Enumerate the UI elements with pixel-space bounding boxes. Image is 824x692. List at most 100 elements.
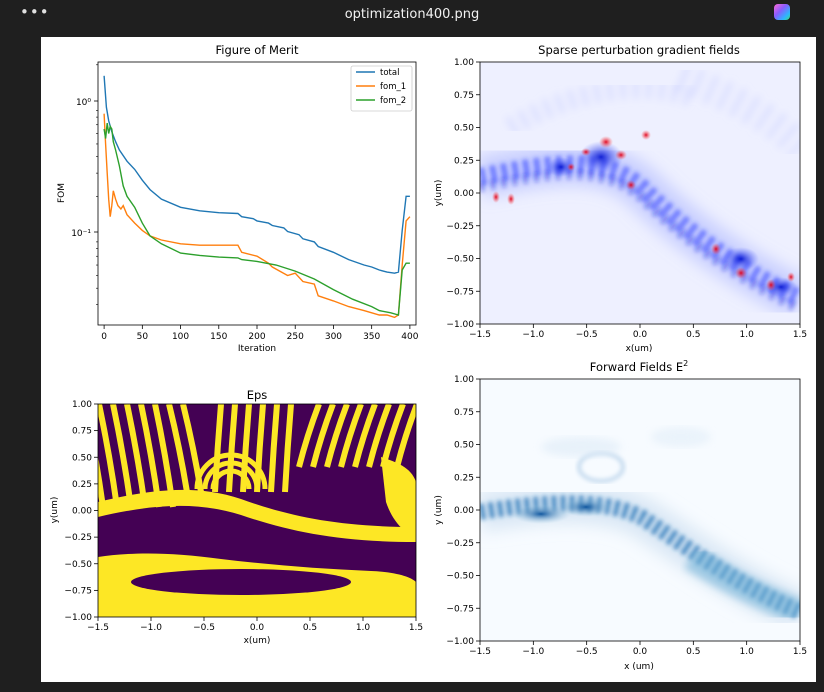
fom-ylabel: FOM [57,183,67,203]
eps-ring [194,452,268,490]
eps-stripe [166,404,190,493]
figure-svg: Figure of Merit 0 50 100 150 200 250 300 350 400… [50,43,807,672]
forward-ytick-label: −0.50 [446,572,474,582]
legend-label-fom_1: fom_1 [380,82,406,92]
eps-stripe [98,455,106,508]
copilot-icon[interactable] [774,4,790,20]
forward-ytick-label: −1.00 [446,637,474,647]
forward-xlabel: x (um) [624,662,654,672]
eps-ytick-label: 0.25 [72,480,92,490]
gradient-ytick-label: 1.00 [454,58,474,68]
gradient-xtick-label: −1.0 [522,330,544,340]
gradient-xtick-label: 1.5 [793,330,807,340]
eps-image [98,404,416,617]
forward-fields-chart: Forward Fields E2 −1.5 −1.0 −0.5 0.0 0.5 1.0 1… [434,359,807,672]
eps-xtick-label: 1.5 [409,623,423,633]
fom-xlabel: Iteration [238,344,276,354]
forward-ytick-label: 0.75 [454,408,474,418]
fom-ytick-label: 10⁰ [76,98,91,108]
forward-xtick-label: −1.5 [469,647,491,657]
gradient-ytick-label: 0.25 [454,156,474,166]
gradient-xtick-label: −0.5 [576,330,598,340]
gradient-xtick-label: −1.5 [469,330,491,340]
gradient-title: Sparse perturbation gradient fields [538,43,740,57]
gradient-ytick-label: −1.00 [446,320,474,330]
fom-title: Figure of Merit [216,43,299,57]
series-line-fom_2 [103,123,410,316]
forward-field-image [480,427,800,631]
forward-ytick-label: 1.00 [454,375,474,385]
gradient-field-chart: Sparse perturbation gradient fields [434,43,807,354]
eps-xtick-label: 0.0 [250,623,265,633]
eps-stripe [352,404,378,468]
eps-stripe [296,404,322,468]
forward-ylabel: y (um) [434,495,444,525]
eps-ytick-label: −0.25 [64,533,92,543]
forward-ytick-label: −0.25 [446,539,474,549]
forward-ytick-label: 0.25 [454,473,474,483]
gradient-ytick-label: 0.75 [454,91,474,101]
fom-y-ticks: 10⁰ 10⁻¹ [71,64,98,305]
eps-ytick-label: 0.00 [72,507,92,517]
fom-xtick-label: 150 [210,332,227,342]
forward-title-base: Forward Fields E [590,360,683,374]
eps-stripe [338,404,364,468]
gradient-ytick-label: −0.25 [446,222,474,232]
eps-ytick-label: 1.00 [72,400,92,410]
fom-xtick-label: 400 [401,332,418,342]
legend-label-fom_2: fom_2 [380,96,406,106]
forward-ytick-label: 0.00 [454,506,474,516]
gradient-xtick-label: 1.0 [740,330,755,340]
eps-ring [210,468,252,490]
gradient-ylabel: y(um) [434,180,444,207]
eps-stripe [324,404,350,468]
forward-xtick-label: 1.0 [740,647,755,657]
eps-ytick-label: 0.75 [72,427,92,437]
series-line-total [103,75,410,274]
eps-ytick-label: −0.50 [64,560,92,570]
series-line-fom_1 [103,113,411,319]
eps-xlabel: x(um) [244,636,271,646]
forward-title-sup: 2 [683,359,688,368]
fom-xtick-label: 50 [137,332,149,342]
forward-xtick-label: 0.0 [633,647,648,657]
eps-xtick-label: 1.0 [356,623,371,633]
fom-ytick-label: 10⁻¹ [71,229,91,239]
eps-stripe [98,404,120,508]
fom-xtick-label: 0 [101,332,107,342]
forward-xtick-label: 0.5 [686,647,700,657]
forward-xtick-label: 1.5 [793,647,807,657]
eps-xtick-label: −1.5 [87,623,109,633]
forward-title: Forward Fields E2 [590,359,688,374]
figure-canvas: Figure of Merit 0 50 100 150 200 250 300 350 400… [41,37,816,682]
fom-chart: Figure of Merit 0 50 100 150 200 250 300 350 400… [57,43,419,354]
eps-ytick-label: −1.00 [64,613,92,623]
eps-stripe [282,404,294,493]
eps-xtick-label: 0.5 [303,623,317,633]
gradient-xtick-label: 0.5 [686,330,700,340]
forward-ytick-label: −0.75 [446,604,474,614]
forward-ytick-label: 0.50 [454,441,474,451]
eps-ytick-label: 0.50 [72,453,92,463]
eps-xtick-label: −1.0 [140,623,162,633]
fom-xtick-label: 100 [172,332,189,342]
gradient-ytick-label: −0.75 [446,287,474,297]
forward-xtick-label: −1.0 [522,647,544,657]
more-options-button[interactable]: ••• [20,3,50,21]
eps-ylabel: y(um) [50,497,60,524]
eps-stripe [394,404,416,468]
fom-xtick-label: 300 [325,332,342,342]
gradient-ytick-label: 0.50 [454,124,474,134]
eps-stripe [240,404,252,493]
eps-stripe [268,404,280,493]
eps-chart: Eps −1.5 −1.0 −0.5 0.0 0.5 1.0 1.5 1.00 0.75 0.5… [50,388,423,646]
forward-xtick-label: −0.5 [576,647,598,657]
title-bar: ••• optimization400.png [0,0,824,30]
eps-xtick-label: −0.5 [193,623,215,633]
gradient-field-image [480,63,800,318]
fom-legend: total fom_1 fom_2 [350,65,413,112]
legend-label-total: total [380,68,399,78]
fom-xtick-label: 250 [287,332,304,342]
eps-stripe [310,404,336,468]
eps-title: Eps [247,388,268,402]
